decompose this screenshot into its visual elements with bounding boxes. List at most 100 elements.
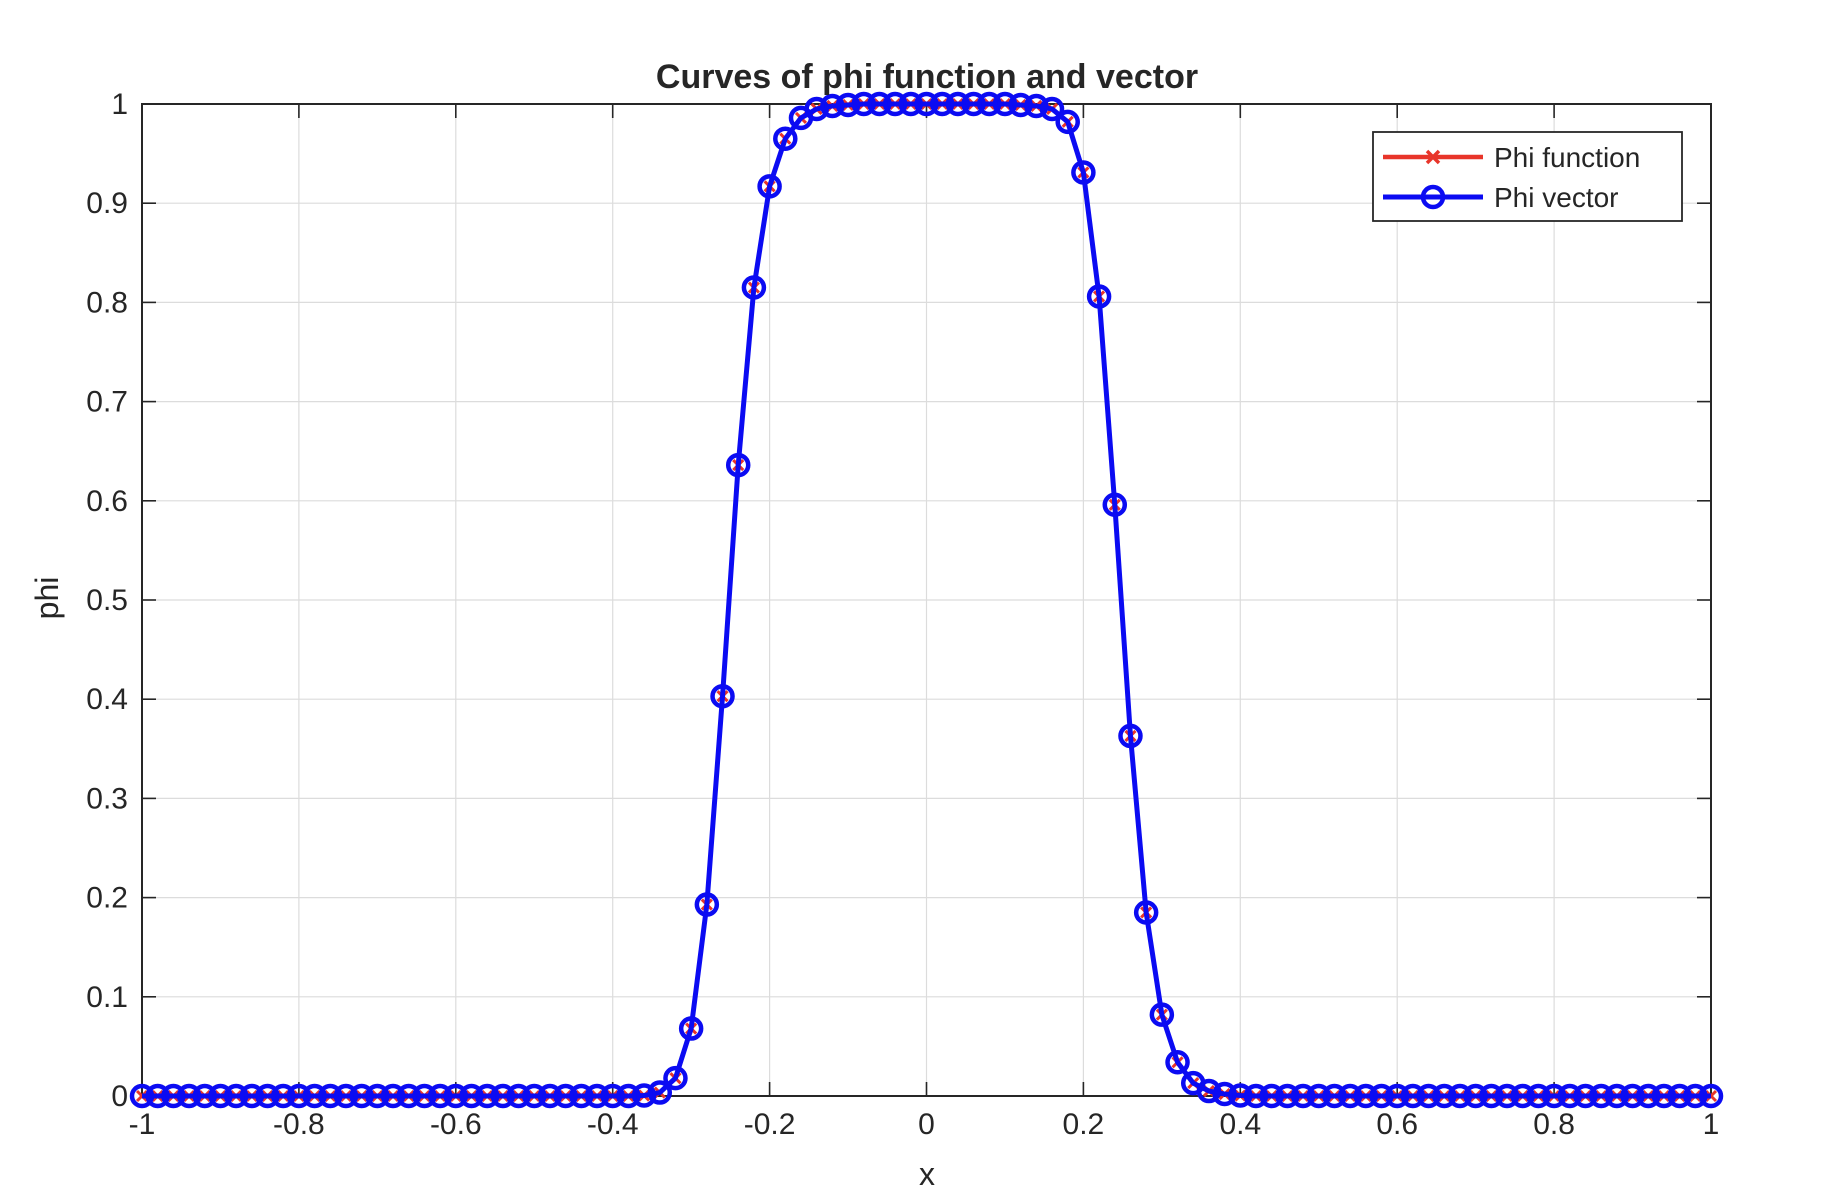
- data-point-circle: [1667, 1083, 1692, 1109]
- legend-label: Phi function: [1494, 142, 1640, 173]
- data-point-circle: [145, 1083, 170, 1109]
- y-tick-label: 0.9: [86, 187, 128, 220]
- data-point-circle: [710, 683, 735, 709]
- data-point-circle: [835, 92, 861, 118]
- data-point-circle: [1243, 1083, 1269, 1109]
- data-point-circle: [1573, 1083, 1598, 1109]
- x-tick-label: 1: [1703, 1108, 1720, 1141]
- data-point-circle: [1055, 109, 1080, 135]
- data-point-circle: [1102, 492, 1128, 518]
- data-point-circle: [1369, 1083, 1394, 1109]
- data-point-circle: [616, 1083, 641, 1109]
- data-point-circle: [1259, 1083, 1284, 1109]
- x-tick-label: -0.8: [273, 1108, 325, 1141]
- data-point-circle: [318, 1083, 343, 1109]
- x-tick-label: 0.4: [1219, 1108, 1261, 1141]
- data-point-circle: [176, 1083, 202, 1109]
- data-point-circle: [365, 1083, 390, 1109]
- data-point-circle: [914, 91, 939, 117]
- data-point-circle: [945, 91, 971, 117]
- data-point-circle: [223, 1083, 249, 1109]
- data-point-circle: [1384, 1083, 1410, 1109]
- legend-entry: Phi function: [1383, 142, 1640, 173]
- y-tick-label: 0.6: [86, 485, 128, 518]
- data-point-circle: [506, 1083, 531, 1109]
- data-point-circle: [1463, 1083, 1488, 1109]
- data-point-circle: [663, 1065, 688, 1091]
- data-point-circle: [349, 1083, 374, 1109]
- data-point-circle: [1024, 93, 1049, 119]
- data-point-circle: [333, 1083, 359, 1109]
- legend: Phi function Phi vector: [1372, 131, 1683, 222]
- data-point-circle: [851, 91, 876, 117]
- data-point-circle: [1322, 1083, 1347, 1109]
- data-point-circle: [992, 91, 1018, 117]
- legend-box: [1372, 131, 1683, 222]
- data-point-circle: [1635, 1083, 1661, 1109]
- data-point-circle: [1620, 1083, 1645, 1109]
- data-point-circle: [427, 1083, 453, 1109]
- y-tick-label: 0.3: [86, 782, 128, 815]
- data-point-circle: [255, 1083, 280, 1109]
- data-point-circle: [584, 1083, 610, 1109]
- y-tick-label: 0: [111, 1080, 128, 1113]
- data-point-circle: [1400, 1083, 1426, 1109]
- data-point-circle: [208, 1083, 233, 1109]
- data-point-circle: [820, 93, 845, 119]
- data-point-circle: [631, 1083, 657, 1108]
- data-point-circle: [757, 174, 782, 199]
- series-layer: [129, 91, 1724, 1109]
- y-tick-label: 0.5: [86, 584, 128, 617]
- data-point-circle: [647, 1080, 673, 1105]
- legend-marker-cross: [1425, 149, 1441, 165]
- data-point-circle: [270, 1083, 296, 1109]
- legend-entry: Phi vector: [1383, 182, 1619, 213]
- data-point-circle: [867, 91, 892, 117]
- data-point-circle: [1353, 1083, 1379, 1109]
- data-point-circle: [1118, 723, 1143, 749]
- data-point-circle: [1416, 1083, 1441, 1109]
- data-point-circle: [129, 1083, 155, 1109]
- y-tick-label: 0.7: [86, 386, 128, 419]
- data-point-circle: [490, 1083, 516, 1109]
- data-point-circle: [537, 1083, 563, 1109]
- data-point-circle: [396, 1083, 421, 1109]
- data-point-circle: [302, 1083, 327, 1109]
- data-point-circle: [1557, 1083, 1583, 1109]
- data-point-circle: [553, 1083, 578, 1109]
- data-point-circle: [380, 1083, 406, 1109]
- data-point-circle: [239, 1083, 265, 1109]
- data-point-circle: [1698, 1083, 1724, 1109]
- data-point-circle: [1683, 1083, 1708, 1109]
- data-point-circle: [1196, 1078, 1222, 1104]
- data-point-circle: [678, 1016, 704, 1041]
- data-point-circle: [694, 892, 720, 917]
- data-point-circle: [898, 91, 924, 117]
- data-point-circle: [961, 91, 986, 117]
- data-point-circle: [443, 1083, 469, 1109]
- x-tick-label: 0.8: [1533, 1108, 1575, 1141]
- data-point-circle: [977, 91, 1002, 117]
- x-tick-label: 0: [918, 1108, 935, 1141]
- data-point-circle: [929, 91, 955, 117]
- data-point-circle: [1039, 96, 1065, 122]
- data-point-circle: [1275, 1083, 1300, 1109]
- data-point-circle: [804, 96, 829, 122]
- legend-label: Phi vector: [1494, 182, 1619, 213]
- x-tick-label: 0.6: [1376, 1108, 1418, 1141]
- x-tick-label: -0.6: [430, 1108, 482, 1141]
- y-tick-label: 0.2: [86, 882, 128, 915]
- data-point-circle: [1604, 1083, 1630, 1109]
- y-tick-label: 0.8: [86, 286, 128, 319]
- data-point-circle: [522, 1083, 547, 1109]
- data-point-circle: [725, 452, 751, 478]
- x-axis-title: x: [919, 1156, 935, 1192]
- x-tick-label: 0.2: [1063, 1108, 1105, 1141]
- data-point-circle: [459, 1083, 484, 1109]
- x-tick-label: -0.2: [744, 1108, 796, 1141]
- data-point-circle: [569, 1083, 594, 1109]
- data-point-circle: [1526, 1083, 1551, 1109]
- data-point-circle: [882, 91, 908, 117]
- data-point-circle: [1510, 1083, 1535, 1109]
